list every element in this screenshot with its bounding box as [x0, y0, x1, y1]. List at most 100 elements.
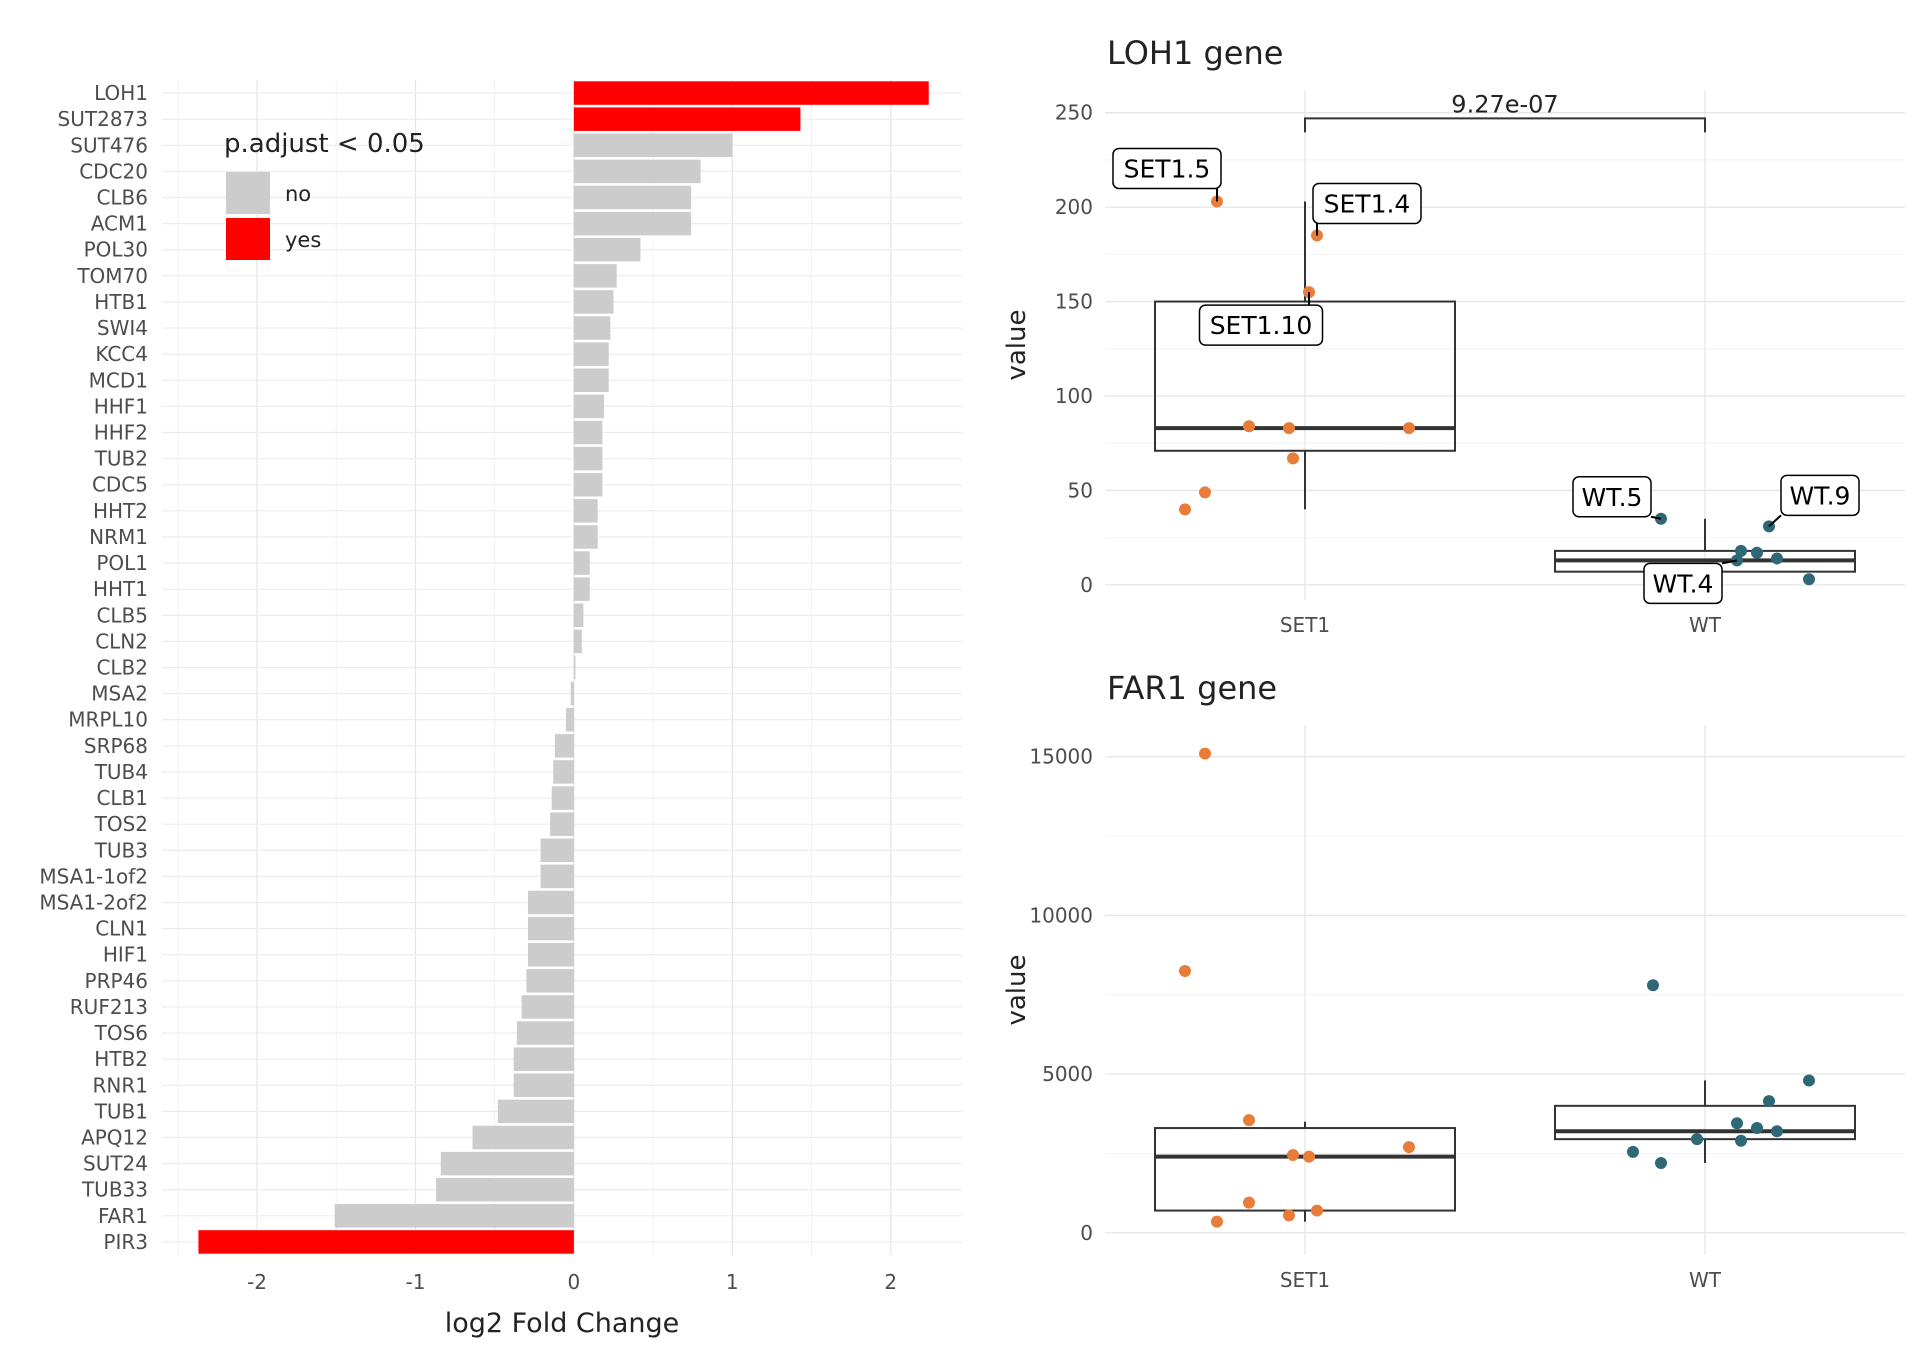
y-tick-label: 150 — [1055, 290, 1093, 314]
x-tick-label: WT — [1689, 613, 1722, 637]
x-tick-label: -2 — [247, 1270, 267, 1294]
label-box — [1780, 474, 1860, 517]
data-point — [1735, 544, 1747, 557]
bar — [527, 916, 574, 941]
data-point — [1751, 546, 1763, 559]
boxes — [1154, 1080, 1856, 1222]
plot-title: LOH1 gene — [1107, 34, 1283, 72]
data-point — [1243, 1196, 1255, 1209]
y-tick-label: SUT476 — [70, 133, 148, 157]
bar — [513, 1073, 574, 1098]
data-point — [1199, 486, 1211, 499]
bar — [573, 420, 603, 445]
y-tick-label: CLB1 — [96, 786, 148, 810]
y-tick-label: TUB33 — [81, 1178, 148, 1202]
y-tick-label: SWI4 — [97, 316, 148, 340]
bar — [550, 812, 574, 836]
bracket-line — [1304, 117, 1706, 133]
point-label: SET1.10 — [1210, 311, 1313, 340]
bar — [527, 942, 574, 967]
y-tick-label: CLB2 — [96, 656, 148, 680]
y-tick-label: MSA1-2of2 — [39, 891, 148, 915]
points — [1179, 747, 1815, 1228]
y-tick-label: LOH1 — [94, 81, 148, 105]
point-label: WT.9 — [1790, 481, 1851, 510]
legend-swatch — [226, 218, 270, 260]
data-point — [1751, 1122, 1763, 1135]
point-label: WT.5 — [1582, 483, 1643, 512]
data-point — [1243, 1114, 1255, 1127]
y-tick-label: SUT24 — [83, 1152, 148, 1176]
data-point — [1403, 422, 1415, 435]
data-point — [1803, 1074, 1815, 1087]
y-tick-label: TOS6 — [94, 1021, 148, 1045]
y-tick-label: HHF1 — [94, 394, 148, 418]
y-tick-label: MSA1-1of2 — [39, 864, 148, 888]
y-tick-label: APQ12 — [81, 1126, 148, 1150]
x-tick-label: SET1 — [1280, 613, 1330, 637]
bar — [573, 159, 701, 184]
y-tick-label: SUT2873 — [58, 107, 148, 131]
y-tick-label: TUB2 — [94, 447, 148, 471]
bar — [565, 707, 574, 732]
bar — [527, 890, 574, 915]
y-tick-label: HIF1 — [103, 943, 148, 967]
bar — [540, 864, 574, 889]
label-connector — [1650, 515, 1662, 520]
plot-title: FAR1 gene — [1107, 669, 1277, 707]
data-point — [1403, 1141, 1415, 1154]
bar — [573, 107, 801, 131]
data-point — [1243, 420, 1255, 433]
bar — [573, 342, 609, 366]
bar — [573, 237, 641, 262]
data-point — [1647, 979, 1659, 992]
y-tick-label: CLN1 — [95, 917, 148, 941]
y-tick-label: 0 — [1080, 1221, 1093, 1245]
y-tick-label: HHF2 — [94, 421, 148, 445]
box-grid — [1105, 725, 1905, 1255]
bar — [436, 1177, 574, 1202]
bar — [573, 290, 614, 314]
label-box — [1572, 476, 1652, 518]
y-tick-label: PRP46 — [85, 969, 148, 993]
label-connector — [1768, 514, 1782, 528]
y-tick-label: SRP68 — [84, 734, 148, 758]
bar — [540, 838, 574, 863]
legend: p.adjust < 0.05 no yes — [224, 129, 425, 260]
y-tick-label: 15000 — [1029, 745, 1093, 769]
bar — [573, 211, 692, 236]
bar — [516, 1021, 574, 1045]
y-tick-label: TOM70 — [76, 264, 148, 288]
bar — [573, 551, 590, 575]
box-plot-1: LOH1 gene 0 50 100 150 200 250 SET1 WT value 9.27e… — [1002, 34, 1905, 637]
bar — [573, 472, 603, 497]
y-tick-label: CLB6 — [96, 186, 148, 210]
y-tick-label: ACM1 — [91, 212, 148, 236]
y-tick-label: POL1 — [96, 551, 148, 575]
point-label: WT.4 — [1653, 569, 1714, 598]
x-tick-labels: -2 -1 0 1 2 — [247, 1270, 897, 1294]
bar — [513, 1047, 574, 1071]
point-label: SET1.5 — [1124, 154, 1211, 183]
data-point — [1735, 1134, 1747, 1147]
bar — [573, 525, 598, 549]
bar — [497, 1099, 574, 1124]
data-point — [1211, 1215, 1223, 1228]
label-connector — [1721, 559, 1738, 565]
bar — [573, 577, 590, 601]
y-tick-labels: 0 50 100 150 200 250 — [1055, 101, 1093, 597]
data-point — [1311, 1204, 1323, 1217]
x-tick-label: 0 — [568, 1270, 581, 1294]
bar — [440, 1151, 574, 1176]
bar — [573, 394, 604, 419]
bar — [526, 969, 574, 993]
y-tick-label: MRPL10 — [68, 708, 148, 732]
y-tick-label: RNR1 — [93, 1073, 148, 1097]
data-point — [1283, 1209, 1295, 1222]
bar — [472, 1125, 574, 1150]
y-tick-label: KCC4 — [95, 342, 148, 366]
bar — [573, 603, 584, 628]
p-value-label: 9.27e-07 — [1451, 90, 1558, 118]
